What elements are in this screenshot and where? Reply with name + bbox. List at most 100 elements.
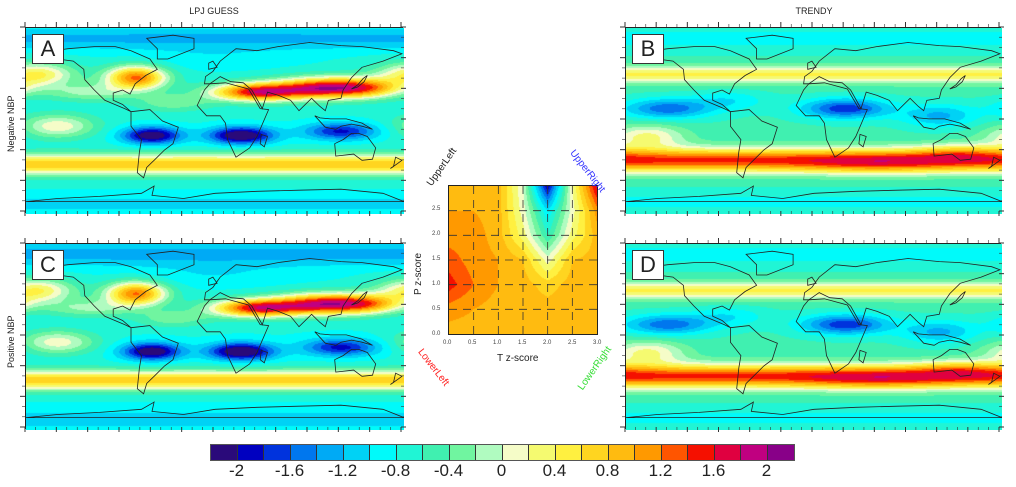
coastline-path xyxy=(858,349,867,364)
coastline-path xyxy=(26,185,404,202)
colorbar-box xyxy=(370,445,397,460)
coastline-path xyxy=(351,291,368,306)
coastline-path xyxy=(208,60,218,70)
colorbar-box xyxy=(529,445,556,460)
colorbar-box xyxy=(476,445,503,460)
coastline-path xyxy=(626,401,1002,418)
colorbar-label: -2 xyxy=(228,461,245,480)
inset-x-label: T z-score xyxy=(497,353,539,364)
colorbar-box xyxy=(635,445,662,460)
coastline-path xyxy=(988,372,1001,385)
coastline-b xyxy=(626,34,1002,202)
coastline-path xyxy=(932,349,975,377)
colorbar-label: -0.8 xyxy=(380,461,411,480)
colorbar-box xyxy=(502,445,529,460)
colorbar xyxy=(210,444,795,461)
map-field-d xyxy=(626,244,1002,430)
coastline-path xyxy=(37,46,158,113)
coastline-path xyxy=(745,34,794,60)
coastline-path xyxy=(259,133,268,148)
map-field-a xyxy=(26,28,404,214)
corner-label-lower-right: LowerRight xyxy=(576,344,615,393)
colorbar-label: -1.6 xyxy=(274,461,305,480)
colorbar-box xyxy=(688,445,715,460)
coastline-a xyxy=(26,34,404,202)
row-label-positive-nbp: Positive NBP xyxy=(6,315,16,368)
coastline-path xyxy=(351,75,368,90)
map-panel-b: B xyxy=(625,27,1002,214)
row-label-negative-nbp: Negative NBP xyxy=(6,95,16,152)
inset-y-tick-label: 0.5 xyxy=(432,306,441,312)
colorbar-box xyxy=(714,445,741,460)
coastline-path xyxy=(145,250,195,276)
coastline-path xyxy=(795,82,868,158)
coastline-path xyxy=(803,42,1002,112)
coastline-path xyxy=(626,185,1002,202)
coastline-path xyxy=(637,262,758,329)
coastline-path xyxy=(730,109,778,179)
colorbar-label: 0.4 xyxy=(542,461,567,480)
coastline-path xyxy=(259,349,268,364)
coastline-path xyxy=(807,276,817,286)
colorbar-box xyxy=(396,445,423,460)
colorbar-label: 2 xyxy=(761,461,772,480)
inset-gridlines xyxy=(449,186,597,334)
inset-x-tick-label: 2.0 xyxy=(543,340,552,346)
colorbar-box xyxy=(582,445,609,460)
coastline-path xyxy=(204,258,404,328)
coastline-path xyxy=(208,276,218,286)
inset-y-tick-label: 2.5 xyxy=(432,206,441,212)
map-panel-a: A xyxy=(25,27,404,214)
coastline-path xyxy=(196,298,270,374)
panel-letter-c: C xyxy=(32,250,64,280)
coastline-path xyxy=(795,298,868,374)
colorbar-label: -1.2 xyxy=(327,461,358,480)
coastline-path xyxy=(912,331,971,346)
coastline-path xyxy=(314,331,373,346)
column-title-lpj-guess: LPJ GUESS xyxy=(189,6,239,16)
colorbar-box xyxy=(237,445,264,460)
coastline-path xyxy=(196,82,270,158)
coastline-path xyxy=(130,325,179,395)
coastline-c xyxy=(26,250,404,418)
coastline-path xyxy=(390,372,403,385)
coastline-d xyxy=(626,250,1002,418)
panel-letter-a: A xyxy=(32,34,64,64)
colorbar-box xyxy=(211,445,238,460)
colorbar-box xyxy=(264,445,291,460)
inset-y-label: P z-score xyxy=(413,252,424,295)
coastline-path xyxy=(130,109,179,179)
map-field-c xyxy=(26,244,404,430)
inset-x-tick-label: 2.5 xyxy=(568,340,577,346)
corner-label-lower-left: LowerLeft xyxy=(415,347,452,389)
panel-letter-b: B xyxy=(632,34,664,64)
coastline-path xyxy=(334,349,377,377)
map-panel-c: C xyxy=(25,243,404,430)
colorbar-box xyxy=(343,445,370,460)
coastline-path xyxy=(949,291,966,306)
coastline-path xyxy=(390,156,403,169)
coastline-path xyxy=(637,46,758,113)
inset-y-tick-label: 0.0 xyxy=(432,331,441,337)
column-title-trendy: TRENDY xyxy=(795,6,833,16)
colorbar-label: 0.8 xyxy=(595,461,620,480)
colorbar-box xyxy=(317,445,344,460)
map-field-b xyxy=(626,28,1002,214)
panel-letter-d: D xyxy=(632,250,664,280)
colorbar-label: -0.4 xyxy=(433,461,464,480)
colorbar-box xyxy=(555,445,582,460)
colorbar-box xyxy=(423,445,450,460)
colorbar-label: 0 xyxy=(496,461,507,480)
colorbar-box xyxy=(767,445,794,460)
coastline-path xyxy=(858,133,867,148)
colorbar-box xyxy=(608,445,635,460)
colorbar-label: 1.2 xyxy=(648,461,673,480)
colorbar-box xyxy=(449,445,476,460)
inset-y-tick-label: 1.0 xyxy=(432,281,441,287)
coastline-path xyxy=(745,250,794,276)
colorbar-box xyxy=(741,445,768,460)
coastline-path xyxy=(988,156,1001,169)
colorbar-label: 1.6 xyxy=(701,461,726,480)
coastline-path xyxy=(145,34,195,60)
coastline-path xyxy=(334,133,377,161)
